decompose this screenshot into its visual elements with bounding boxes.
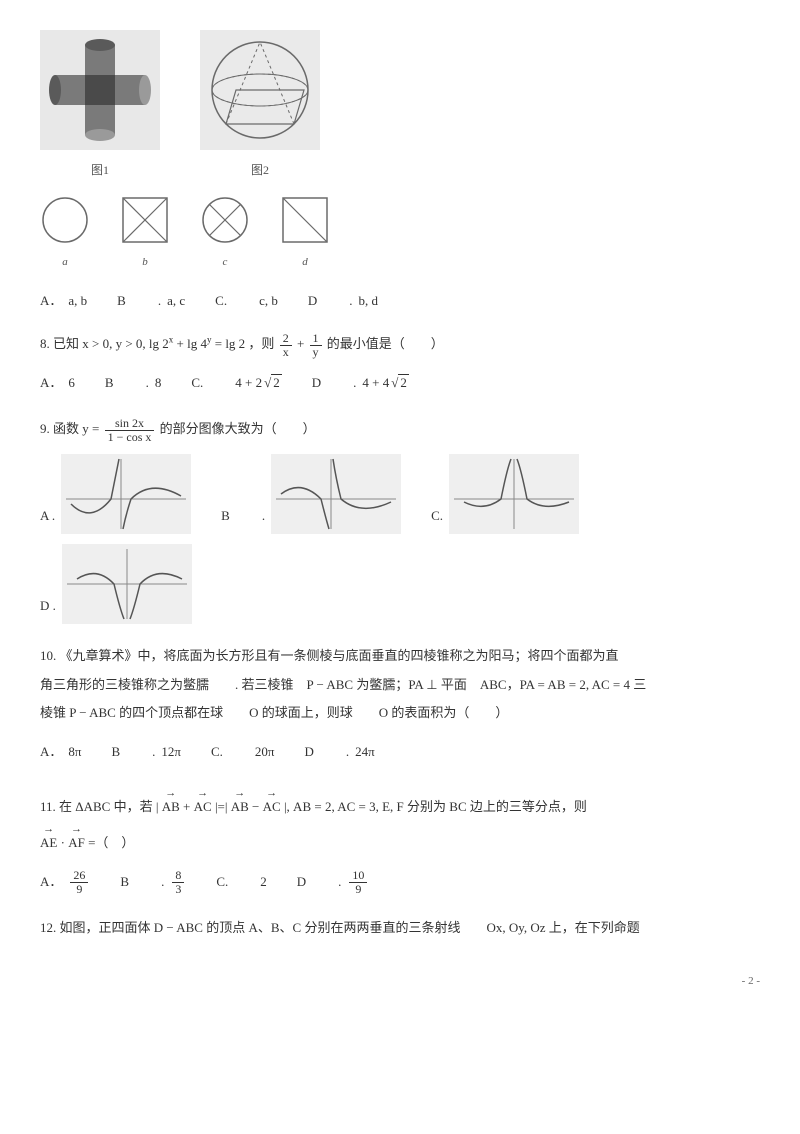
- q7-opt-c-text: c, b: [259, 293, 278, 308]
- figure-2-caption: 图2: [200, 161, 320, 180]
- q10-option-d: D .24π: [305, 738, 375, 767]
- shape-c: c: [200, 195, 250, 271]
- q9-graph-b: B .: [221, 454, 401, 534]
- q10-option-b: B .12π: [111, 738, 181, 767]
- q11-option-b: B .83: [120, 868, 186, 897]
- q9-text: 9. 函数 y = sin 2x1 − cos x 的部分图像大致为（ ）: [40, 421, 316, 436]
- q11-options: A．269 B .83 C. 2 D .109: [40, 868, 760, 897]
- shape-b-svg: [120, 195, 170, 245]
- shape-b: b: [120, 195, 170, 271]
- page-number: - 2 -: [40, 973, 760, 991]
- q11-line2: AE · AF =（ ）: [40, 821, 760, 858]
- q9-graph-a-svg: [61, 454, 191, 534]
- figure-1-container: 图1: [40, 30, 160, 180]
- shape-a-svg: [40, 195, 90, 245]
- q7-options: A．a, b B .a, c C. c, b D .b, d: [40, 291, 760, 312]
- q9-graph-c: C.: [431, 454, 579, 534]
- q9-graph-d-svg: [62, 544, 192, 624]
- q8-frac1: 2x: [280, 332, 292, 359]
- figure-2-container: 图2: [200, 30, 320, 180]
- q8-option-b: B .8: [105, 369, 161, 398]
- figure-2-svg: [200, 30, 320, 150]
- q9-graph-a: A .: [40, 454, 191, 534]
- shape-c-svg: [200, 195, 250, 245]
- shape-d-label: d: [280, 254, 330, 272]
- q10-line3: 棱锥 P − ABC 的四个顶点都在球 O 的球面上，则球 O 的表面积为（ ）: [40, 699, 760, 728]
- figure-1-caption: 图1: [40, 161, 160, 180]
- q7-option-b: B .a, c: [117, 291, 185, 312]
- figure-section: 图1 图2 a: [40, 30, 760, 271]
- figure-1-svg: [40, 30, 160, 150]
- q9-graph-c-svg: [449, 454, 579, 534]
- q11-option-c: C. 2: [216, 868, 266, 897]
- shape-d: d: [280, 195, 330, 271]
- q10-options: A．8π B .12π C. 20π D .24π: [40, 738, 760, 767]
- q8-text: 8. 已知 x > 0, y > 0, lg 2x + lg 4y = lg 2…: [40, 336, 444, 351]
- shape-a-label: a: [40, 254, 90, 272]
- q8-option-d: D .4 + 42: [312, 369, 409, 398]
- q9-graph-d: D .: [40, 544, 192, 624]
- figure-row-1: 图1 图2: [40, 30, 760, 180]
- q8-options: A．6 B .8 C. 4 + 22 D .4 + 42: [40, 369, 760, 398]
- q9-frac: sin 2x1 − cos x: [105, 417, 155, 444]
- q8: 8. 已知 x > 0, y > 0, lg 2x + lg 4y = lg 2…: [40, 330, 760, 397]
- q9-graph-b-svg: [271, 454, 401, 534]
- shapes-row: a b c d: [40, 195, 760, 271]
- q7-opt-a-text: a, b: [68, 293, 87, 308]
- q10-option-a: A．8π: [40, 738, 81, 767]
- shape-d-svg: [280, 195, 330, 245]
- q10: 10. 《九章算术》中，将底面为长方形且有一条侧棱与底面垂直的四棱锥称之为阳马；…: [40, 642, 760, 766]
- q7-option-a: A．a, b: [40, 291, 87, 312]
- shape-b-label: b: [120, 254, 170, 272]
- q9: 9. 函数 y = sin 2x1 − cos x 的部分图像大致为（ ） A …: [40, 415, 760, 624]
- q9-graphs-row1: A . B . C.: [40, 454, 760, 534]
- q11-option-a: A．269: [40, 868, 90, 897]
- q7-opt-d-text: b, d: [359, 293, 379, 308]
- q8-option-c: C. 4 + 22: [191, 369, 281, 398]
- q12: 12. 如图，正四面体 D − ABC 的顶点 A、B、C 分别在两两垂直的三条…: [40, 914, 760, 943]
- q8-option-a: A．6: [40, 369, 75, 398]
- q9-graphs-row2: D .: [40, 544, 760, 624]
- q11-option-d: D .109: [297, 868, 370, 897]
- q10-line1: 10. 《九章算术》中，将底面为长方形且有一条侧棱与底面垂直的四棱锥称之为阳马；…: [40, 642, 760, 671]
- q7-opt-b-text: a, c: [167, 293, 185, 308]
- q8-frac2: 1y: [310, 332, 322, 359]
- shape-a: a: [40, 195, 90, 271]
- q11: 11. 在 ΔABC 中，若 | AB + AC |=| AB − AC |, …: [40, 785, 760, 897]
- q12-text: 12. 如图，正四面体 D − ABC 的顶点 A、B、C 分别在两两垂直的三条…: [40, 914, 760, 943]
- shape-c-label: c: [200, 254, 250, 272]
- q10-option-c: C. 20π: [211, 738, 275, 767]
- q7-option-d: D .b, d: [308, 291, 378, 312]
- q11-line1: 11. 在 ΔABC 中，若 | AB + AC |=| AB − AC |, …: [40, 785, 760, 822]
- q10-line2: 角三角形的三棱锥称之为鳖臑 . 若三棱锥 P − ABC 为鳖臑；PA ⊥ 平面…: [40, 671, 760, 700]
- q7-option-c: C. c, b: [215, 291, 278, 312]
